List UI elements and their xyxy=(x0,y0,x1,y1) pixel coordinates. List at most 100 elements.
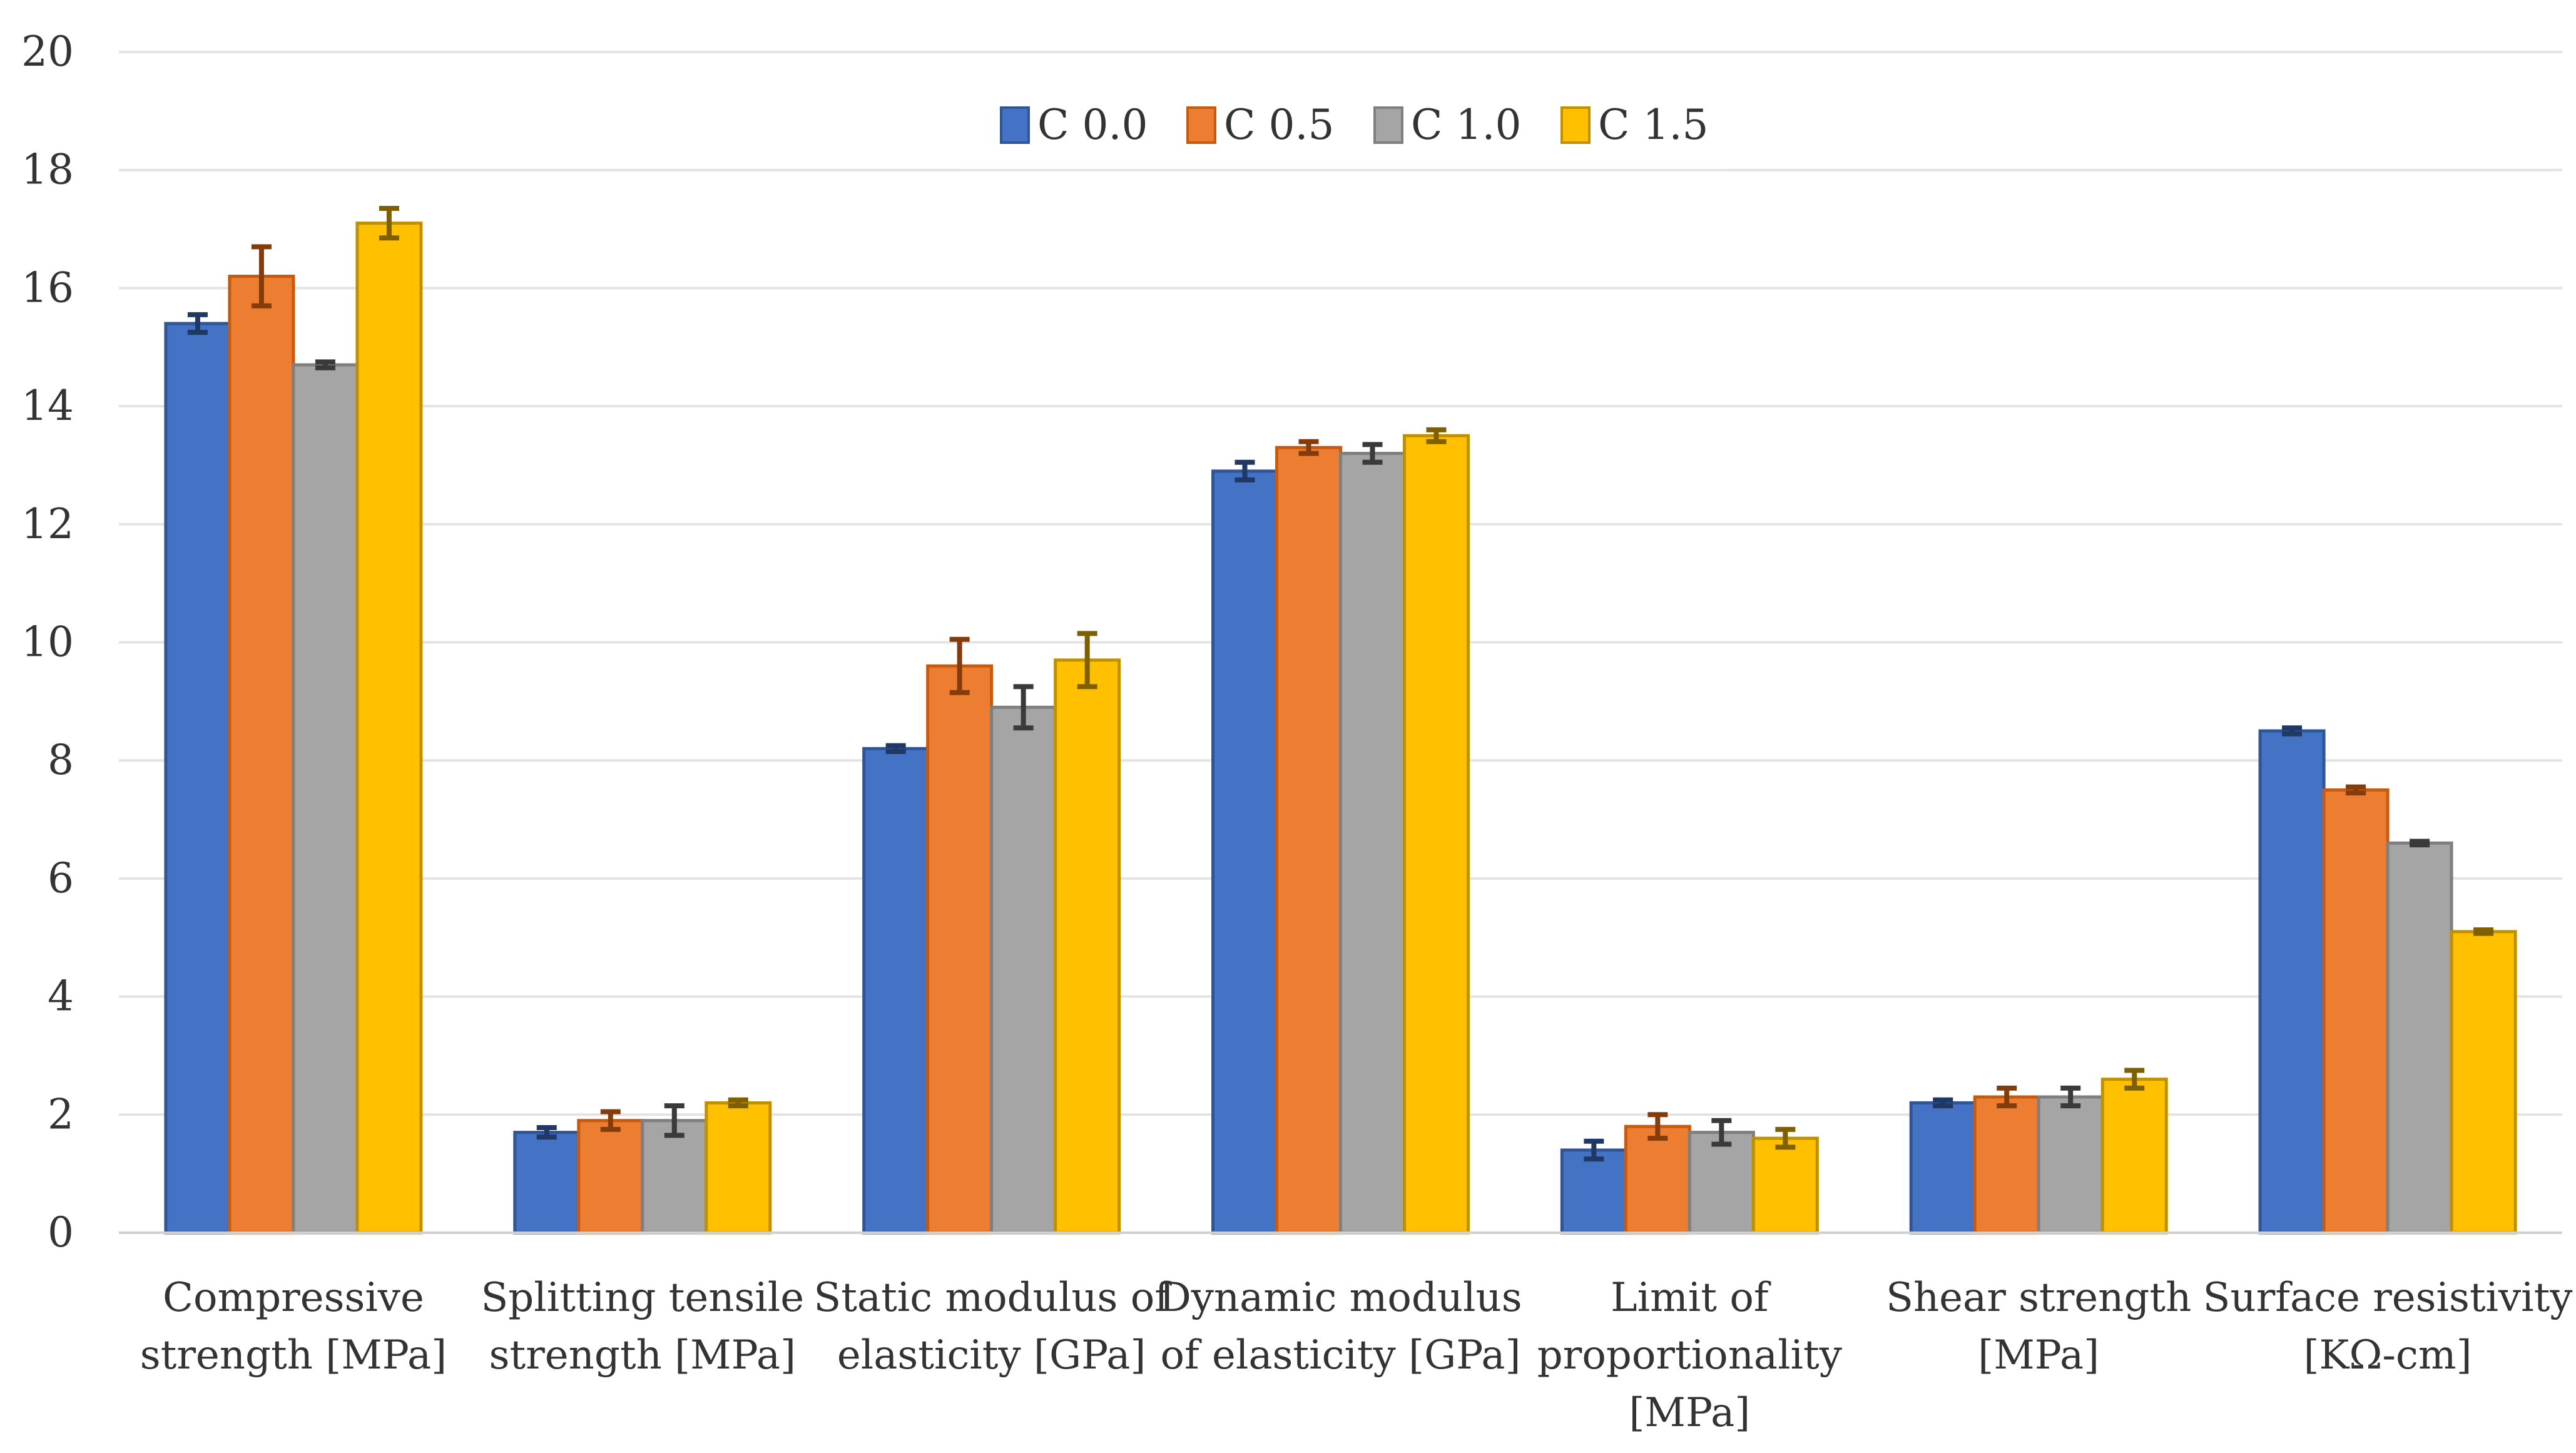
legend[interactable]: C 0.0 C 0.5 C 1.0 C 1.5 xyxy=(957,88,1727,169)
y-tick-label: 6 xyxy=(48,854,74,902)
y-tick-label: 12 xyxy=(21,500,74,548)
bars xyxy=(164,222,2517,1235)
x-category-label: Dynamic modulus xyxy=(1159,1275,1522,1321)
y-tick-label: 10 xyxy=(21,618,74,666)
bar[interactable] xyxy=(1909,1101,1977,1235)
error-bar xyxy=(1775,1126,1796,1150)
bar[interactable] xyxy=(1973,1095,2040,1235)
legend-label: C 0.5 xyxy=(1224,101,1334,149)
error-bars xyxy=(187,206,2494,1162)
y-tick-label: 20 xyxy=(21,28,74,76)
legend-label: C 0.0 xyxy=(1037,101,1148,149)
error-bar xyxy=(664,1103,685,1138)
error-bar xyxy=(2410,839,2430,848)
error-bar xyxy=(1711,1118,1732,1147)
bar[interactable] xyxy=(228,275,295,1235)
error-bar xyxy=(379,206,399,241)
error-bar xyxy=(2060,1085,2081,1109)
y-tick-label: 0 xyxy=(48,1208,74,1257)
legend-swatch xyxy=(1186,106,1216,144)
y-tick-label: 4 xyxy=(48,972,74,1021)
legend-swatch xyxy=(1000,106,1030,144)
y-axis-tick-labels: 0 2 4 6 8 10 12 14 16 18 20 xyxy=(21,28,74,1257)
bar[interactable] xyxy=(577,1119,644,1235)
bar[interactable] xyxy=(513,1131,581,1235)
bar[interactable] xyxy=(1403,434,1470,1235)
legend-item[interactable]: C 0.0 xyxy=(1000,101,1148,149)
bar[interactable] xyxy=(1211,469,1278,1235)
legend-item[interactable]: C 1.0 xyxy=(1373,101,1521,149)
bar[interactable] xyxy=(292,363,359,1235)
error-bar xyxy=(315,359,335,370)
error-bar xyxy=(1235,459,1255,483)
x-category-label: [MPa] xyxy=(1629,1390,1750,1436)
bar[interactable] xyxy=(2258,729,2326,1235)
y-tick-label: 18 xyxy=(21,146,74,194)
error-bar xyxy=(1584,1138,1604,1162)
error-bar xyxy=(2346,784,2366,796)
bar[interactable] xyxy=(1560,1148,1627,1235)
x-category-label: Surface resistivity xyxy=(2203,1275,2573,1321)
legend-label: C 1.0 xyxy=(1411,101,1521,149)
x-axis-category-labels: Compressive strength [MPa] Splitting tensi… xyxy=(140,1275,2573,1436)
legend-label: C 1.5 xyxy=(1598,101,1708,149)
x-category-label: of elasticity [GPa] xyxy=(1160,1332,1520,1379)
error-bar xyxy=(885,743,906,755)
legend-item[interactable]: C 0.5 xyxy=(1186,101,1334,149)
error-bar xyxy=(187,312,208,335)
error-bar xyxy=(1997,1085,2017,1109)
error-bar xyxy=(536,1125,557,1140)
bar[interactable] xyxy=(164,322,232,1235)
x-category-label: Shear strength xyxy=(1886,1275,2191,1321)
error-bar xyxy=(600,1109,621,1132)
bar[interactable] xyxy=(705,1101,772,1235)
bar[interactable] xyxy=(2322,788,2390,1235)
bar[interactable] xyxy=(990,705,1057,1235)
bar[interactable] xyxy=(355,222,423,1235)
bar[interactable] xyxy=(926,664,994,1235)
bar[interactable] xyxy=(1275,446,1342,1235)
legend-swatch xyxy=(1373,106,1403,144)
bar[interactable] xyxy=(1054,658,1121,1235)
error-bar xyxy=(1933,1097,1953,1109)
y-tick-label: 2 xyxy=(48,1090,74,1138)
bar[interactable] xyxy=(2100,1078,2168,1235)
y-tick-label: 14 xyxy=(21,382,74,430)
bar[interactable] xyxy=(1339,452,1406,1235)
x-category-label: Static modulus of xyxy=(813,1275,1172,1321)
bar[interactable] xyxy=(2450,930,2517,1235)
x-category-label: Splitting tensile xyxy=(481,1275,804,1321)
y-tick-label: 8 xyxy=(48,736,74,784)
error-bar xyxy=(1013,684,1034,731)
error-bar xyxy=(2282,725,2303,737)
bar[interactable] xyxy=(2037,1095,2104,1235)
x-category-label: [MPa] xyxy=(1978,1332,2099,1379)
error-bar xyxy=(1077,631,1097,690)
bar[interactable] xyxy=(1624,1124,1691,1235)
y-tick-label: 16 xyxy=(21,263,74,312)
bar[interactable] xyxy=(862,747,930,1235)
x-category-label: [KΩ-cm] xyxy=(2304,1332,2472,1379)
x-category-label: strength [MPa] xyxy=(489,1332,796,1379)
error-bar xyxy=(1426,427,1447,444)
legend-item[interactable]: C 1.5 xyxy=(1560,101,1708,149)
error-bar xyxy=(251,244,272,308)
bar[interactable] xyxy=(2386,841,2453,1235)
legend-background xyxy=(957,88,1727,169)
legend-swatch xyxy=(1560,106,1591,144)
x-category-label: Compressive xyxy=(163,1275,424,1321)
bar[interactable] xyxy=(1751,1136,1819,1235)
error-bar xyxy=(728,1097,748,1109)
error-bar xyxy=(1298,439,1319,456)
x-category-label: Limit of xyxy=(1611,1275,1771,1321)
error-bar xyxy=(949,636,970,695)
error-bar xyxy=(1647,1112,1668,1141)
error-bar xyxy=(2124,1068,2145,1091)
x-category-label: strength [MPa] xyxy=(140,1332,447,1379)
error-bar xyxy=(1362,442,1383,465)
bar[interactable] xyxy=(1688,1131,1755,1235)
x-category-label: elasticity [GPa] xyxy=(837,1332,1146,1379)
x-category-label: proportionality xyxy=(1537,1332,1842,1379)
